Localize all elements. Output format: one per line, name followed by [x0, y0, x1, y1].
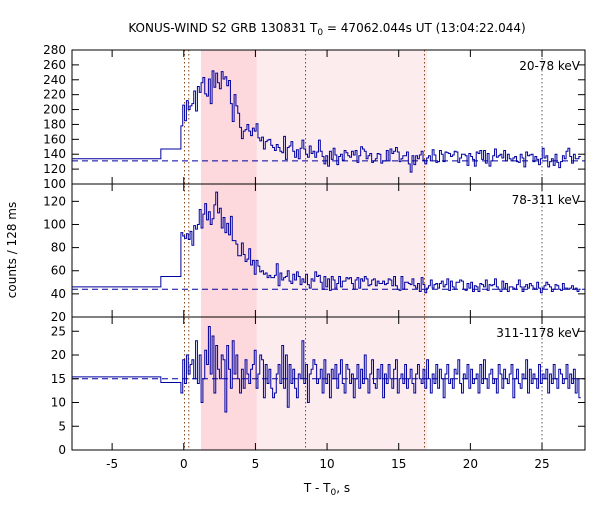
x-axis-title: T - T0, s — [303, 481, 350, 498]
y-tick-label: 40 — [51, 287, 66, 301]
y-tick-label: 15 — [51, 372, 66, 386]
y-tick-label: 100 — [43, 177, 66, 191]
x-tick-label: 10 — [319, 457, 334, 471]
light-curve-3 — [72, 326, 581, 413]
chart-title-suffix: = 47062.044s UT (13:04:22.044) — [323, 21, 526, 35]
band-label: 20-78 keV — [519, 59, 581, 73]
band-label: 311-1178 keV — [496, 326, 580, 340]
x-tick-label: 5 — [252, 457, 260, 471]
shaded-region-2 — [256, 50, 428, 450]
y-tick-label: 180 — [43, 117, 66, 131]
y-tick-label: 0 — [58, 443, 66, 457]
panel-frame — [71, 316, 586, 451]
x-tick-label: 25 — [534, 457, 549, 471]
y-tick-label: 160 — [43, 132, 66, 146]
light-curve-1 — [72, 70, 581, 173]
y-tick-label: 200 — [43, 103, 66, 117]
y-tick-label: 100 — [43, 217, 66, 231]
y-tick-label: 220 — [43, 88, 66, 102]
light-curve-2 — [72, 191, 581, 294]
y-tick-label: 120 — [43, 194, 66, 208]
chart-title: KONUS-WIND S2 GRB 130831 T0 = 47062.044s… — [128, 21, 525, 38]
x-tick-label: 0 — [180, 457, 188, 471]
chart-title-sub: 0 — [317, 28, 323, 38]
y-axis-title: counts / 128 ms — [5, 202, 19, 298]
y-tick-label: 20 — [51, 310, 66, 324]
band-label: 78-311 keV — [512, 193, 581, 207]
x-tick-label: -5 — [106, 457, 118, 471]
y-tick-label: 25 — [51, 324, 66, 338]
y-tick-label: 260 — [43, 58, 66, 72]
y-tick-label: 60 — [51, 264, 66, 278]
x-tick-label: 15 — [391, 457, 406, 471]
y-tick-label: 5 — [58, 419, 66, 433]
y-tick-label: 10 — [51, 396, 66, 410]
y-tick-label: 140 — [43, 147, 66, 161]
chart-title-prefix: KONUS-WIND S2 GRB 130831 T — [128, 21, 318, 35]
x-tick-label: 20 — [463, 457, 478, 471]
x-axis-title-sub: 0 — [331, 488, 337, 498]
panel-3: 0 5 10 15 20 25 311-1178 keV — [51, 316, 586, 457]
y-tick-label: 280 — [43, 43, 66, 57]
x-axis-title-prefix: T - T — [303, 481, 331, 495]
y-tick-label: 240 — [43, 73, 66, 87]
y-tick-label: 80 — [51, 241, 66, 255]
y-tick-label: 20 — [51, 348, 66, 362]
x-axis-title-suffix: , s — [336, 481, 350, 495]
y-tick-label: 120 — [43, 162, 66, 176]
shaded-region-1 — [200, 50, 257, 450]
